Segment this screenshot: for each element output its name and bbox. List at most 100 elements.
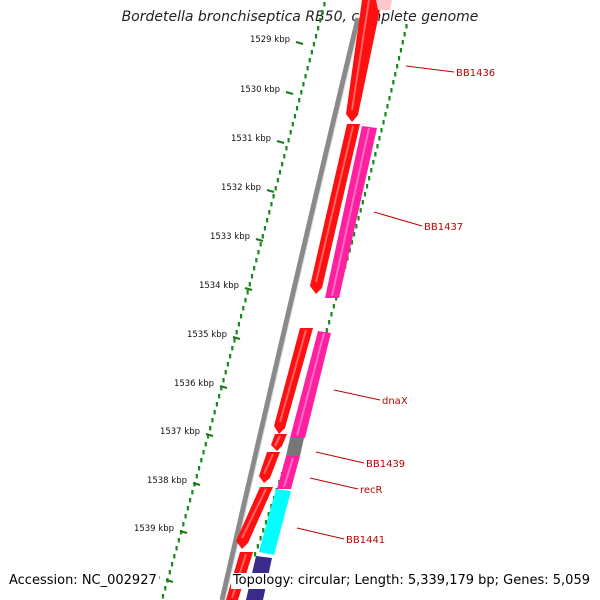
- ring-dot: [215, 402, 218, 407]
- ring-dot: [211, 418, 214, 423]
- ring-dot: [161, 594, 165, 599]
- inner-ring-dot: [384, 112, 387, 117]
- ring-dot: [253, 266, 256, 271]
- ring-dot: [287, 138, 290, 143]
- kbp-tick: [232, 335, 241, 341]
- ring-dot: [220, 386, 223, 391]
- ring-dot: [274, 186, 277, 191]
- gene-label: dnaX: [382, 396, 408, 407]
- gene-label-leader: [309, 477, 359, 490]
- ring-dot: [317, 26, 320, 31]
- ring-dot: [272, 194, 275, 199]
- ring-dot: [239, 314, 243, 319]
- ring-dot: [204, 442, 207, 447]
- inner-ring-dot: [350, 240, 354, 245]
- ring-dot: [217, 394, 221, 399]
- ring-dot: [244, 298, 247, 303]
- ring-dot: [312, 42, 316, 47]
- inner-ring-dot: [332, 304, 335, 309]
- inner-ring-dot: [325, 328, 328, 333]
- gene-labels: BB1436 BB1437 dnaX BB1439 recR BB1441: [296, 65, 495, 546]
- inner-ring-dot: [376, 144, 379, 149]
- inner-ring-dot: [328, 320, 331, 325]
- gene-forward-bb1436: [346, 0, 382, 122]
- ring-dot: [298, 98, 301, 103]
- inner-ring-dot: [380, 128, 383, 133]
- inner-ring-dot: [382, 120, 385, 125]
- gene-reverse-bb1437: [325, 126, 377, 298]
- ring-dot: [206, 434, 210, 439]
- kbp-tick-label: 1538 kbp: [147, 476, 187, 486]
- gene-forward-recr-highlight: [263, 453, 274, 475]
- gene-forward-dnax-highlight: [279, 329, 307, 423]
- inner-ring-dot: [330, 312, 333, 317]
- ring-dot: [173, 554, 176, 559]
- kbp-tick: [266, 188, 275, 194]
- ring-dot: [323, 2, 326, 7]
- ring-dot: [270, 202, 273, 207]
- ring-dot: [285, 146, 288, 151]
- gene-label-leader: [405, 65, 455, 73]
- inner-ring-dot: [357, 216, 360, 221]
- genome-backbone: [219, 17, 361, 600]
- gene-forward-bb1439-highlight: [274, 435, 281, 447]
- kbp-tick: [219, 384, 228, 390]
- inner-ring-dot: [390, 88, 393, 93]
- ring-dot: [209, 426, 212, 431]
- kbp-tick: [276, 139, 285, 145]
- gene-reverse-dnax: [290, 331, 331, 438]
- ring-dot: [200, 458, 203, 463]
- ring-dot: [261, 234, 264, 239]
- gene-label-leader: [296, 527, 345, 540]
- ring-dot: [319, 18, 322, 23]
- inner-ring-dot: [386, 104, 389, 109]
- ring-dot: [229, 354, 232, 359]
- kbp-tick-label: 1529 kbp: [250, 35, 290, 45]
- kbp-tick-label: 1530 kbp: [240, 85, 280, 95]
- ring-dot: [321, 10, 324, 15]
- ring-dot: [235, 330, 238, 335]
- inner-ring-dot: [396, 64, 399, 69]
- ring-dot: [266, 218, 269, 223]
- ring-dot: [182, 522, 185, 527]
- ring-dot: [177, 538, 180, 543]
- ring-dot: [224, 370, 227, 375]
- gene-forward-bb1441-highlight: [241, 488, 267, 539]
- ring-dot: [291, 122, 294, 127]
- gene-reverse-gray: [286, 438, 304, 456]
- ring-dot: [306, 66, 309, 71]
- accession-text: Accession: NC_002927: [7, 573, 159, 589]
- ring-dot: [237, 322, 240, 327]
- ring-dot: [295, 106, 299, 111]
- gene-forward-recr: [259, 452, 280, 483]
- inner-ring-dot: [355, 224, 358, 229]
- ring-dot: [283, 154, 286, 159]
- inner-ring-dot: [348, 248, 351, 253]
- gene-label: recR: [360, 485, 383, 496]
- gene-label: BB1441: [346, 535, 385, 546]
- inner-ring-dot: [262, 528, 265, 533]
- ring-dot: [189, 498, 192, 503]
- gene-track: [226, 0, 392, 600]
- ring-dot: [281, 162, 284, 167]
- ring-dot: [195, 474, 198, 479]
- kbp-tick: [205, 432, 214, 438]
- inner-ring-dot: [394, 72, 397, 77]
- inner-ring-dot: [401, 40, 404, 45]
- ring-dot: [184, 514, 187, 519]
- kbp-tick-label: 1532 kbp: [221, 183, 261, 193]
- inner-ring-dot: [399, 48, 403, 53]
- inner-ring-dot: [405, 24, 408, 29]
- ring-dot: [202, 450, 205, 455]
- gene-forward-bb1439: [271, 434, 287, 451]
- gene-forward-bb1437-highlight: [315, 125, 354, 283]
- kbp-tick-label: 1539 kbp: [134, 524, 174, 534]
- gene-forward-bb1437: [310, 124, 360, 294]
- gene-reverse-top: [376, 0, 392, 10]
- ring-dot: [314, 34, 318, 39]
- gene-reverse-recr-highlight: [283, 457, 294, 488]
- inner-ring-dot: [267, 512, 270, 517]
- ring-dot: [308, 58, 311, 63]
- gene-label-leader: [333, 389, 381, 401]
